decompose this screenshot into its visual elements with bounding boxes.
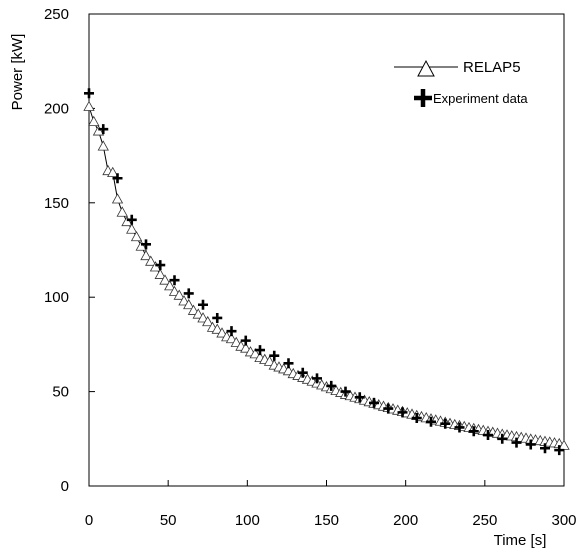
legend-experiment-plus-icon [414, 89, 432, 107]
relap5-point [130, 230, 143, 242]
relap5-point [88, 115, 100, 127]
experiment-point [98, 124, 109, 135]
experiment-point [226, 326, 237, 337]
experiment-point [84, 88, 94, 99]
experiment-point [440, 418, 451, 429]
relap5-point [249, 348, 261, 359]
x-tick-label: 100 [235, 512, 260, 529]
tick-labels: 0 50 100 150 200 250 300 0 50 100 150 200 250 [44, 6, 577, 529]
experiment-point [269, 350, 280, 361]
relap5-point [97, 140, 109, 151]
y-tick-label: 250 [44, 6, 69, 23]
relap5-point [197, 312, 209, 323]
x-tick-label: 150 [314, 512, 339, 529]
relap5-point [111, 193, 124, 204]
legend: RELAP5 Experiment data [394, 59, 528, 107]
relap5-point [187, 304, 200, 315]
experiment-point [240, 335, 251, 346]
experiment-point [497, 433, 508, 444]
legend-relap5-triangle-icon [417, 59, 435, 77]
x-tick-label: 0 [85, 512, 93, 529]
relap5-point [154, 268, 166, 279]
y-tick-label: 150 [44, 195, 69, 212]
experiment-point [354, 392, 365, 403]
relap5-point [216, 327, 228, 338]
experiment-point [383, 403, 394, 414]
experiment-point [369, 397, 379, 408]
experiment-point [283, 358, 294, 369]
relap5-point [192, 308, 204, 319]
relap5-point [116, 206, 128, 217]
experiment-point [411, 413, 422, 424]
experiment-point [198, 299, 208, 310]
relap5-point [121, 215, 133, 227]
y-axis-label: Power [kW] [9, 34, 26, 111]
experiment-point [483, 430, 493, 441]
relap5-point [211, 323, 223, 334]
relap5-point [92, 125, 105, 136]
relap5-point [159, 274, 171, 285]
relap5-point [107, 166, 119, 177]
experiment-point [525, 439, 536, 450]
experiment-point [454, 422, 465, 433]
relap5-point [140, 249, 152, 261]
experiment-point [141, 239, 151, 250]
x-tick-label: 250 [472, 512, 497, 529]
relap5-point [263, 355, 276, 366]
experiment-point [540, 443, 550, 454]
experiment-point [554, 445, 565, 456]
experiment-point [183, 288, 194, 299]
series-markers [83, 88, 570, 456]
y-tick-label: 0 [61, 478, 69, 495]
relap5-point [173, 289, 185, 300]
experiment-point [126, 214, 137, 225]
y-tick-label: 100 [44, 289, 69, 306]
experiment-point [112, 173, 123, 184]
experiment-point [212, 312, 223, 323]
experiment-point [255, 345, 265, 356]
x-tick-label: 50 [160, 512, 177, 529]
experiment-point [155, 260, 166, 271]
experiment-point [169, 275, 180, 286]
relap5-point [145, 255, 157, 266]
plot-frame [88, 13, 565, 487]
experiment-point [297, 367, 308, 378]
y-tick-label: 200 [44, 100, 69, 117]
experiment-point [326, 380, 337, 391]
relap5-point [202, 315, 214, 327]
legend-experiment-label: Experiment data [433, 91, 528, 106]
experiment-point [511, 437, 522, 448]
relap5-point [225, 332, 238, 344]
relap5-point [164, 280, 176, 291]
relap5-point [178, 295, 190, 306]
relap5-point [126, 223, 138, 234]
relap5-point [135, 240, 147, 251]
relap5-point [240, 342, 252, 353]
y-tick-label: 50 [52, 384, 69, 401]
relap5-point [230, 336, 242, 347]
x-tick-label: 300 [551, 512, 576, 529]
experiment-point [426, 416, 436, 427]
relap5-point [183, 298, 195, 310]
x-tick-label: 200 [393, 512, 418, 529]
relap5-point [149, 261, 162, 272]
experiment-point [468, 426, 479, 437]
experiment-point [397, 407, 408, 418]
relap5-point [168, 285, 181, 296]
experiment-point [340, 386, 351, 397]
legend-relap5-label: RELAP5 [463, 59, 521, 76]
axis-ticks [88, 13, 565, 487]
experiment-point [312, 373, 322, 384]
x-axis-label: Time [s] [494, 532, 547, 549]
relap5-point [83, 100, 95, 111]
